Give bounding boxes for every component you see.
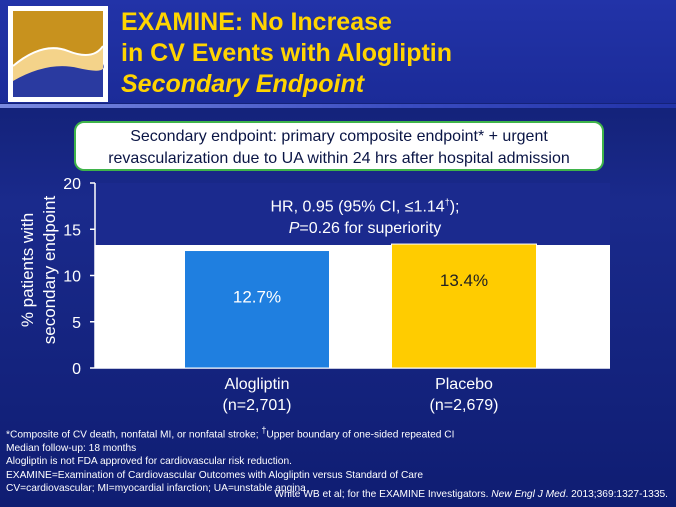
- logo-icon: [8, 6, 108, 102]
- y-tick-label: 0: [72, 361, 81, 378]
- category-label-placebo: Placebo (n=2,679): [384, 374, 544, 416]
- endpoint-line-1: Secondary endpoint: primary composite en…: [130, 128, 548, 145]
- footnote-2: Median follow-up: 18 months: [6, 442, 137, 454]
- category-name: Placebo: [435, 376, 493, 393]
- endpoint-definition-box: Secondary endpoint: primary composite en…: [74, 121, 604, 171]
- title-line-3: Secondary Endpoint: [121, 70, 365, 98]
- footnote-3: Alogliptin is not FDA approved for cardi…: [6, 456, 292, 468]
- citation: White WB et al; for the EXAMINE Investig…: [274, 489, 668, 500]
- hazard-ratio-text: HR, 0.95 (95% CI, ≤1.14†); P=0.26 for su…: [220, 191, 510, 240]
- y-tick-label: 10: [63, 269, 81, 286]
- y-axis-label-line-1: % patients with: [18, 213, 37, 327]
- citation-rest: . 2013;369:1327-1335.: [565, 489, 668, 500]
- title-line-1: EXAMINE: No Increase: [121, 8, 392, 36]
- category-n: (n=2,679): [429, 397, 499, 414]
- footnote-5: CV=cardiovascular; MI=myocardial infarct…: [6, 483, 306, 495]
- y-tick-label: 5: [72, 315, 81, 332]
- footnote-dagger: †: [261, 425, 267, 435]
- bar-chart: 0 5 10 15 20 % patients with secondary endpoin…: [18, 176, 610, 378]
- endpoint-line-2: revascularization due to UA within 24 hr…: [108, 150, 570, 167]
- p-value-text: =0.26 for superiority: [299, 220, 442, 238]
- dagger-mark: †: [444, 197, 450, 207]
- hr-suffix: );: [449, 198, 460, 216]
- data-label-placebo: 13.4%: [440, 271, 488, 290]
- slide-title: EXAMINE: No Increase in CV Events with A…: [121, 7, 452, 100]
- y-tick-label: 15: [63, 222, 81, 239]
- citation-journal: New Engl J Med: [491, 489, 566, 500]
- plot-top-band: [95, 183, 610, 245]
- footnote-4: EXAMINE=Examination of Cardiovascular Ou…: [6, 469, 424, 481]
- footnote-1a: *Composite of CV death, nonfatal MI, or …: [6, 429, 262, 441]
- y-tick-label: 20: [63, 176, 81, 193]
- footnote-1b: Upper boundary of one-sided repeated CI: [266, 429, 455, 441]
- category-n: (n=2,701): [222, 397, 292, 414]
- title-line-2: in CV Events with Alogliptin: [121, 39, 453, 67]
- bar-alogliptin: [184, 250, 330, 369]
- citation-authors: White WB et al; for the EXAMINE Investig…: [274, 489, 492, 500]
- title-bar: EXAMINE: No Increase in CV Events with A…: [0, 0, 676, 103]
- bar-placebo: [391, 243, 537, 369]
- category-name: Alogliptin: [224, 376, 290, 393]
- category-label-alogliptin: Alogliptin (n=2,701): [177, 374, 337, 416]
- data-label-alogliptin: 12.7%: [233, 288, 281, 307]
- p-symbol: P: [288, 220, 300, 238]
- footnotes: *Composite of CV death, nonfatal MI, or …: [6, 424, 454, 496]
- header-divider: [0, 104, 676, 108]
- hr-text: HR, 0.95 (95% CI, ≤1.14: [270, 198, 445, 216]
- y-axis-label-line-2: secondary endpoint: [40, 196, 59, 345]
